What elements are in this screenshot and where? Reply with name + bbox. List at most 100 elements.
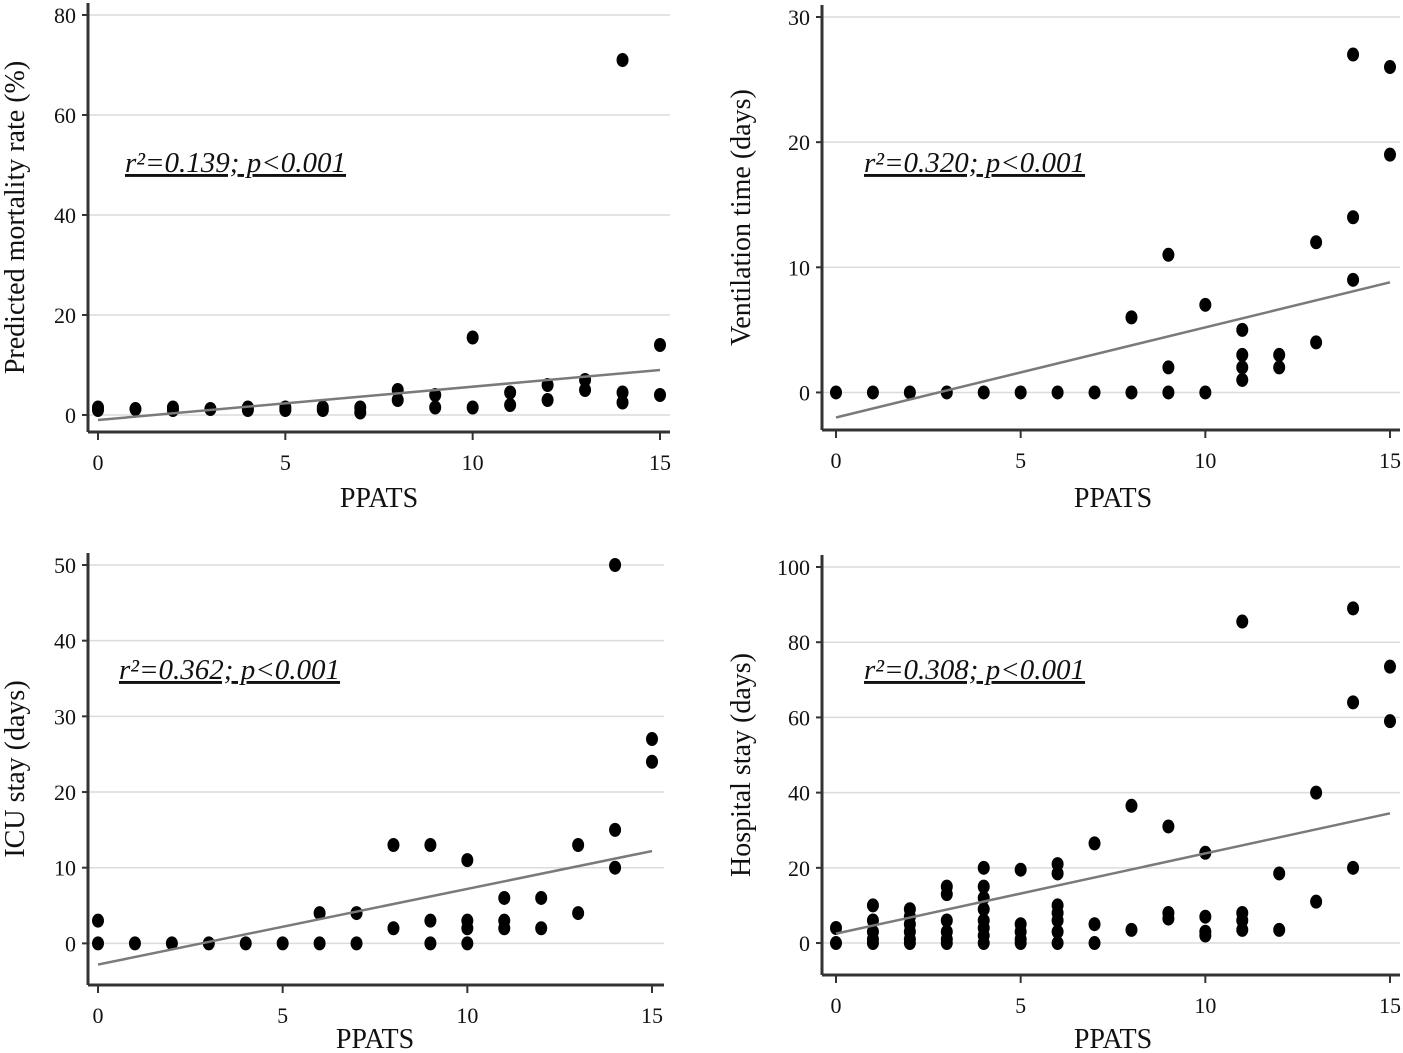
x-axis-label: PPATS xyxy=(336,1024,414,1053)
data-point xyxy=(1347,860,1360,875)
regression-line xyxy=(97,368,661,422)
data-point xyxy=(165,936,178,951)
data-point xyxy=(424,936,437,951)
data-point xyxy=(1236,347,1249,362)
data-point xyxy=(940,936,953,951)
data-point xyxy=(609,558,622,572)
x-tick-label: 5 xyxy=(1015,448,1026,473)
y-tick-label: 60 xyxy=(54,103,76,128)
data-point xyxy=(535,921,548,936)
data-point xyxy=(429,400,442,415)
data-point xyxy=(202,936,215,951)
data-point xyxy=(830,385,842,400)
data-point xyxy=(128,936,141,951)
x-axis-label: PPATS xyxy=(1074,1024,1152,1053)
data-point xyxy=(313,906,326,921)
data-point xyxy=(461,853,474,868)
data-point xyxy=(1199,297,1212,312)
data-point xyxy=(1273,347,1286,362)
data-point xyxy=(903,936,916,951)
data-point xyxy=(579,383,592,397)
data-point xyxy=(1014,385,1027,400)
data-point xyxy=(1347,695,1360,710)
data-point xyxy=(1088,385,1101,400)
data-point xyxy=(572,838,585,852)
data-point xyxy=(1051,913,1064,928)
x-tick-label: 10 xyxy=(1194,993,1216,1018)
data-point xyxy=(498,921,511,936)
y-tick-label: 50 xyxy=(54,553,76,578)
y-tick-label: 0 xyxy=(65,403,76,428)
data-point xyxy=(504,398,517,412)
data-point xyxy=(92,403,104,417)
data-point xyxy=(354,405,367,420)
data-point xyxy=(1199,909,1212,924)
data-point xyxy=(1236,614,1249,629)
data-point xyxy=(316,403,329,417)
data-point xyxy=(609,860,622,875)
data-point xyxy=(1236,360,1249,375)
data-point xyxy=(830,936,842,951)
panel-1: 0 20 40 60 80 0 5 10 15 r²=0.139; p<0.001 Predicte… xyxy=(0,3,671,514)
x-tick-label: 5 xyxy=(277,1003,288,1028)
data-point xyxy=(616,53,629,67)
x-tick-label: 5 xyxy=(1015,993,1026,1018)
data-point xyxy=(1051,936,1064,951)
data-point xyxy=(1236,922,1249,937)
data-point xyxy=(350,936,363,951)
y-tick-label: 40 xyxy=(788,781,810,806)
r-squared-annotation: r²=0.139; p<0.001 xyxy=(125,147,346,179)
x-tick-label: 5 xyxy=(280,450,291,475)
x-tick-label: 0 xyxy=(831,448,842,473)
data-point xyxy=(1162,819,1175,834)
data-point xyxy=(1273,360,1286,375)
data-point xyxy=(535,890,548,905)
data-point xyxy=(616,395,629,410)
regression-line xyxy=(835,281,1391,419)
data-point xyxy=(129,402,142,416)
x-tick-label: 15 xyxy=(1379,448,1401,473)
data-point xyxy=(239,936,252,951)
data-point xyxy=(279,403,292,417)
panel-4: 0 20 40 60 80 100 0 5 10 15 r²=0.308; p<0.001 Hospi… xyxy=(726,555,1401,1053)
data-point xyxy=(1051,924,1064,939)
data-point xyxy=(92,936,104,951)
data-point xyxy=(1051,385,1064,400)
data-point xyxy=(1051,866,1064,881)
y-tick-label: 20 xyxy=(54,780,76,805)
data-point xyxy=(1162,360,1175,375)
data-point xyxy=(1384,147,1396,162)
data-point xyxy=(1162,385,1175,400)
y-tick-label: 80 xyxy=(54,3,76,28)
y-tick-label: 20 xyxy=(54,303,76,328)
data-point xyxy=(1347,210,1360,225)
x-axis-label: PPATS xyxy=(340,483,418,514)
data-point xyxy=(866,385,879,400)
x-axis-label: PPATS xyxy=(1074,483,1152,514)
data-point xyxy=(1162,911,1175,926)
x-tick-label: 15 xyxy=(1379,993,1401,1018)
data-point xyxy=(1347,47,1360,62)
data-point xyxy=(866,936,879,951)
data-point xyxy=(461,921,474,936)
data-point xyxy=(977,860,990,875)
y-tick-label: 10 xyxy=(54,856,76,881)
x-tick-label: 0 xyxy=(93,450,104,475)
data-point xyxy=(866,898,879,913)
data-point xyxy=(1088,917,1101,932)
x-tick-label: 15 xyxy=(649,450,671,475)
x-tick-label: 10 xyxy=(462,450,484,475)
data-point xyxy=(1125,310,1138,325)
data-point xyxy=(504,385,517,400)
data-point xyxy=(1310,335,1323,350)
data-point xyxy=(1125,385,1138,400)
data-point xyxy=(1384,714,1396,729)
data-point xyxy=(1199,928,1212,943)
data-point xyxy=(1384,60,1396,75)
panel-3: 0 10 20 30 40 50 0 5 10 15 r²=0.362; p<0.001 ICU st… xyxy=(0,553,664,1053)
y-tick-label: 60 xyxy=(788,705,810,730)
x-tick-label: 15 xyxy=(641,1003,663,1028)
y-axis-label: Ventilation time (days) xyxy=(726,89,757,346)
data-point xyxy=(830,920,842,935)
